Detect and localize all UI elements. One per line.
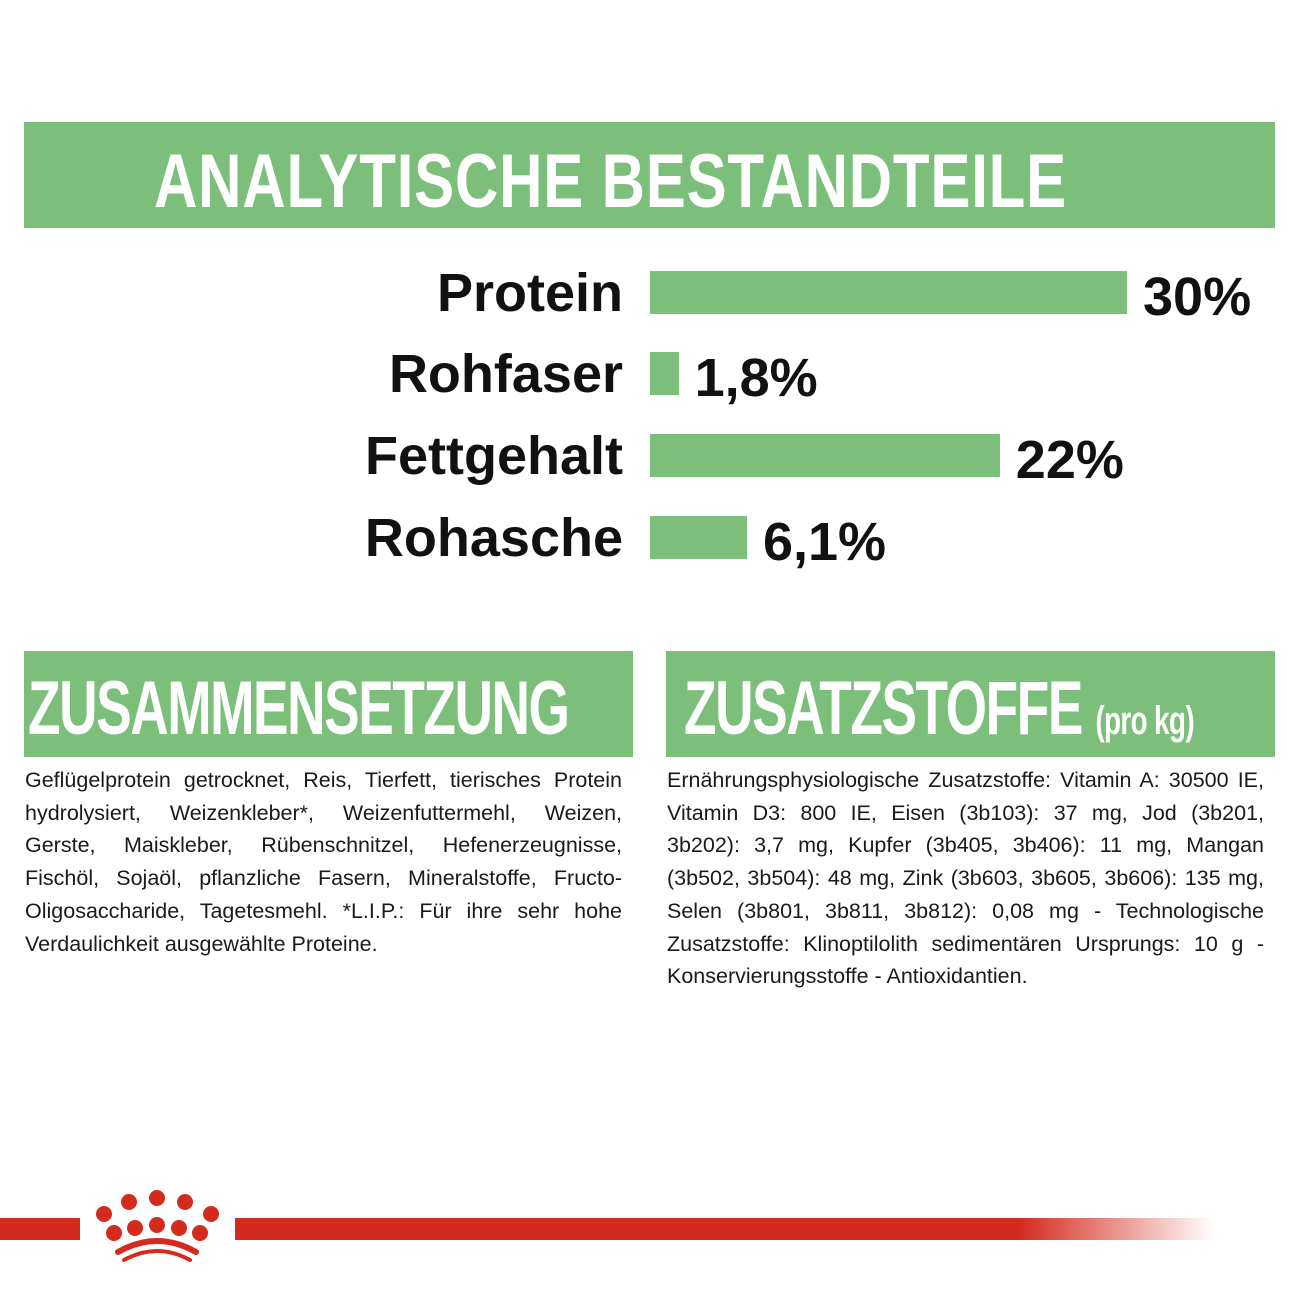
brand-stripe-right [235,1218,1215,1240]
title-banner: ANALYTISCHE BESTANDTEILE [24,122,1275,228]
composition-text: Geflügelprotein getrocknet, Reis, Tierfe… [25,768,622,956]
bar-row-fettgehalt: Fettgehalt 22% [0,426,1300,490]
value-label: 6,1% [762,512,887,572]
bar-row-protein: Protein 30% [0,263,1300,327]
category-label: Fettgehalt [364,426,623,486]
brand-stripe-left [0,1218,80,1240]
additives-banner: ZUSATZSTOFFE (pro kg) [666,651,1275,757]
category-label: Rohfaser [388,344,623,404]
category-label: Protein [436,263,623,323]
category-label: Rohasche [364,508,623,568]
bar-fettgehalt [650,434,1000,477]
value-label: 1,8% [694,348,818,408]
page-title: ANALYTISCHE BESTANDTEILE [154,139,1067,224]
value-label: 22% [1015,430,1124,490]
bar-rohfaser [650,352,679,395]
additives-text: Ernährungsphysiologische Zusatzstoffe: V… [667,768,1264,989]
bar-row-rohfaser: Rohfaser 1,8% [0,344,1300,408]
composition-banner: ZUSAMMENSETZUNG [24,651,633,757]
additives-heading: ZUSATZSTOFFE (pro kg) [684,665,1195,752]
bar-rohasche [650,516,747,559]
additives-heading-suffix: (pro kg) [1095,699,1194,743]
bar-row-rohasche: Rohasche 6,1% [0,508,1300,572]
additives-heading-text: ZUSATZSTOFFE [684,666,1083,751]
bar-protein [650,271,1127,314]
value-label: 30% [1143,267,1252,327]
royal-canin-crown-icon [96,1190,219,1262]
composition-heading: ZUSAMMENSETZUNG [28,666,570,751]
